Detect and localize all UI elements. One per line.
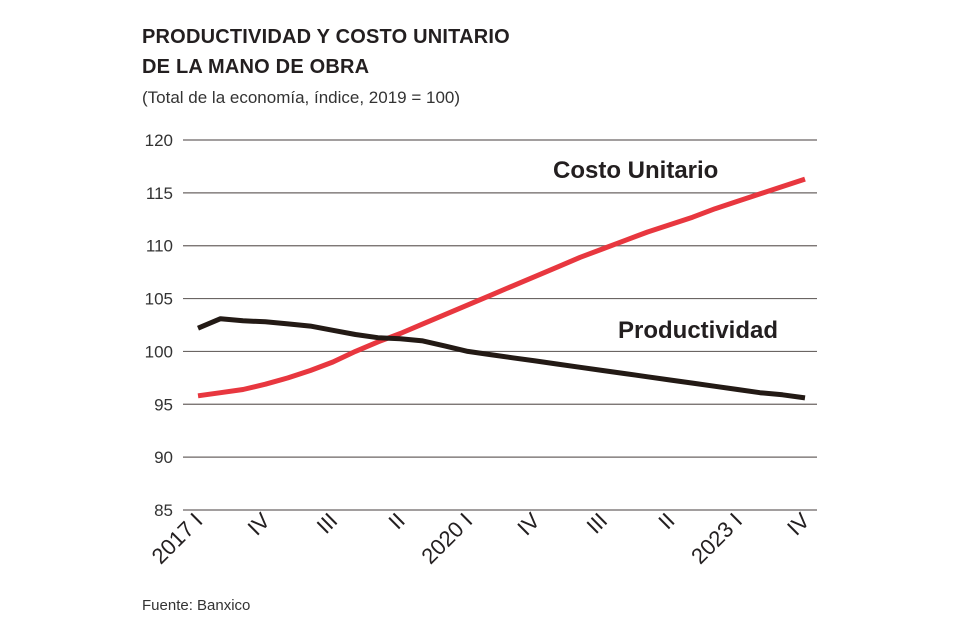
x-tick-label: II	[653, 508, 679, 534]
x-tick-label: IV	[243, 508, 276, 541]
x-tick-label: IV	[782, 508, 815, 541]
series-line-productividad	[197, 316, 806, 401]
y-tick-label: 90	[154, 448, 173, 467]
source-note: Fuente: Banxico	[142, 597, 251, 614]
x-tick-label: IV	[512, 508, 545, 541]
x-tick-label: 2020 I	[416, 508, 477, 569]
y-tick-label: 95	[154, 395, 173, 414]
chart-title-line-2: DE LA MANO DE OBRA	[142, 56, 370, 78]
y-tick-label: 115	[146, 184, 173, 203]
y-tick-label: 105	[145, 290, 173, 309]
series-label-costo-unitario: Costo Unitario	[553, 157, 718, 184]
series-line-costo-unitario	[197, 176, 806, 399]
x-tick-label: II	[384, 508, 410, 534]
chart-subtitle: (Total de la economía, índice, 2019 = 10…	[142, 88, 461, 107]
x-tick-label: III	[582, 508, 613, 539]
chart-title-line-1: PRODUCTIVIDAD Y COSTO UNITARIO	[142, 26, 510, 48]
y-tick-label: 85	[154, 501, 173, 520]
y-tick-label: 110	[146, 237, 173, 256]
y-tick-label: 120	[145, 131, 173, 150]
y-tick-label: 100	[145, 342, 173, 361]
x-tick-label: 2023 I	[686, 508, 747, 569]
x-tick-label: III	[312, 508, 343, 539]
series-label-productividad: Productividad	[618, 317, 778, 344]
